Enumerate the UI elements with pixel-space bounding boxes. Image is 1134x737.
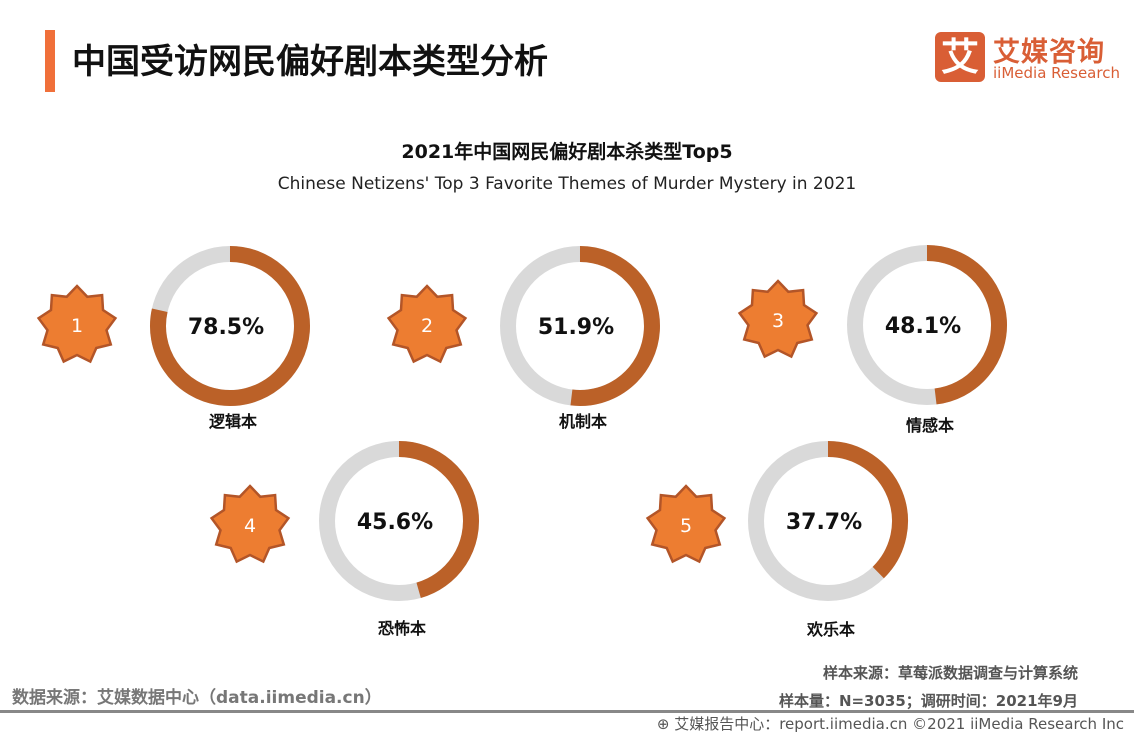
rank-badge — [737, 279, 819, 359]
footer-divider — [0, 710, 1134, 713]
rank-badge — [645, 484, 727, 564]
title-accent-bar — [45, 30, 55, 92]
category-label: 恐怖本 — [378, 619, 426, 638]
sample-source: 样本来源：草莓派数据调查与计算系统 — [822, 664, 1078, 682]
value-label: 78.5% — [188, 315, 264, 340]
category-label: 机制本 — [559, 412, 607, 431]
logo-mark: 艾 — [935, 32, 985, 82]
data-source: 数据来源：艾媒数据中心（data.iimedia.cn） — [12, 688, 382, 708]
donut-item: 51.9% 机制本 2 — [386, 246, 660, 431]
rank-number: 5 — [680, 515, 692, 537]
donut-item: 78.5% 逻辑本 1 — [36, 246, 310, 431]
value-label: 48.1% — [885, 314, 961, 339]
page-title: 中国受访网民偏好剧本类型分析 — [72, 42, 548, 82]
category-label: 逻辑本 — [209, 412, 257, 431]
chart-title: 2021年中国网民偏好剧本杀类型Top5 — [401, 141, 733, 163]
logo-name-cn: 艾媒咨询 — [993, 37, 1105, 68]
rank-number: 4 — [244, 515, 256, 537]
rank-badge — [386, 284, 468, 364]
rank-number: 3 — [772, 310, 784, 332]
rank-badge — [209, 484, 291, 564]
donut-item: 37.7% 欢乐本 5 — [645, 441, 908, 639]
value-label: 45.6% — [357, 510, 433, 535]
value-label: 51.9% — [538, 315, 614, 340]
report-text: 艾媒报告中心：report.iimedia.cn ©2021 iiMedia R… — [674, 715, 1124, 733]
donut-arc — [827, 441, 908, 579]
category-label: 情感本 — [906, 416, 954, 435]
globe-icon: ⊕ — [656, 715, 675, 733]
logo: 艾 艾媒咨询 iiMedia Research — [935, 32, 1120, 84]
donut-arc — [926, 245, 1008, 405]
logo-name-en: iiMedia Research — [993, 64, 1120, 82]
donut-item: 45.6% 恐怖本 4 — [209, 441, 479, 638]
donut-arc — [150, 246, 310, 406]
chart-subtitle: Chinese Netizens' Top 3 Favorite Themes … — [277, 174, 857, 194]
category-label: 欢乐本 — [806, 620, 855, 639]
donut-arc — [570, 246, 660, 406]
rank-number: 1 — [71, 315, 83, 337]
donut-item: 48.1% 情感本 3 — [737, 245, 1008, 435]
footer-report: ⊕ 艾媒报告中心：report.iimedia.cn ©2021 iiMedia… — [657, 713, 1124, 734]
rank-badge — [36, 284, 118, 364]
sample-size: 样本量：N=3035；调研时间：2021年9月 — [778, 692, 1078, 710]
rank-number: 2 — [421, 315, 433, 337]
donut-arc — [398, 441, 479, 598]
value-label: 37.7% — [786, 510, 862, 535]
